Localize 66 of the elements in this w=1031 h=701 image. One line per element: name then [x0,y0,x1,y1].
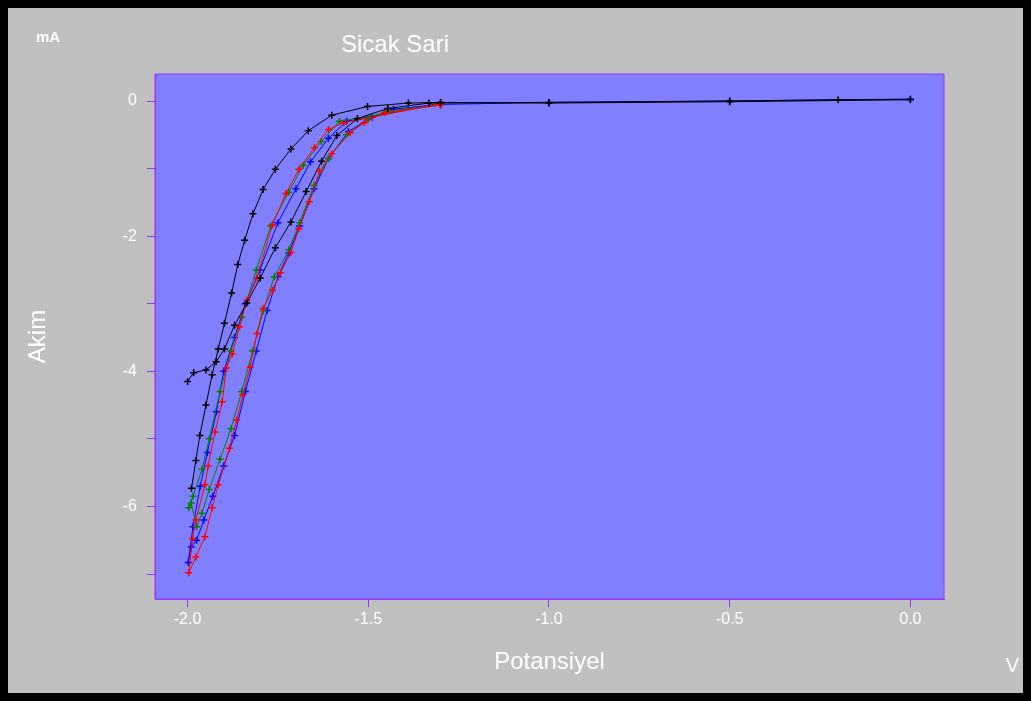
point [252,329,262,338]
point [199,515,209,525]
point [291,184,301,194]
point [204,434,214,444]
point [317,156,326,166]
point [294,165,304,174]
point [184,503,193,513]
point [210,427,220,437]
point [195,481,205,491]
chart-title: Sicak Sari [340,30,450,57]
point [248,209,258,219]
point [200,532,210,542]
point [424,98,434,108]
x-tick-label: -1.0 [535,610,563,628]
point [227,288,236,298]
y-tick-label: -2 [122,226,138,244]
point [833,95,843,104]
point [191,456,201,465]
point [327,110,337,120]
point [201,400,211,410]
point [186,498,196,508]
point [188,534,197,544]
point [215,454,225,464]
point [286,144,296,154]
point [204,485,214,494]
point [240,235,249,245]
point [304,126,313,136]
point [238,390,248,400]
point [301,187,311,196]
point [332,131,342,140]
point [245,362,255,372]
point [203,461,213,471]
y-tick-label: 0 [128,91,138,109]
point [197,508,207,518]
y-tick-label: -4 [122,361,138,379]
text: V [1005,654,1020,676]
point [327,149,337,158]
y-axis-title: Akim [23,309,51,364]
text: mA [36,28,61,45]
point [191,515,201,525]
point [191,552,201,562]
x-tick-label: -0.5 [715,610,744,628]
x-tick-label: 0.0 [899,610,922,628]
point [286,217,296,227]
point [306,157,315,167]
point [214,344,223,354]
point [197,465,207,474]
point [214,480,223,490]
y-tick-label: -6 [122,496,138,514]
point [226,424,236,433]
x-tick-label: -2.0 [173,610,202,628]
point [200,480,210,490]
point [207,503,217,513]
point [211,357,221,367]
point [273,218,283,227]
point [188,492,198,501]
point [404,98,413,108]
point [195,431,205,440]
point [232,415,241,425]
x-tick-label: -1.5 [354,610,383,628]
point [221,363,231,373]
point [258,185,268,194]
point [251,265,261,275]
x-axis-title: Potansiyel [494,647,605,675]
point [268,285,277,295]
point [233,260,243,269]
